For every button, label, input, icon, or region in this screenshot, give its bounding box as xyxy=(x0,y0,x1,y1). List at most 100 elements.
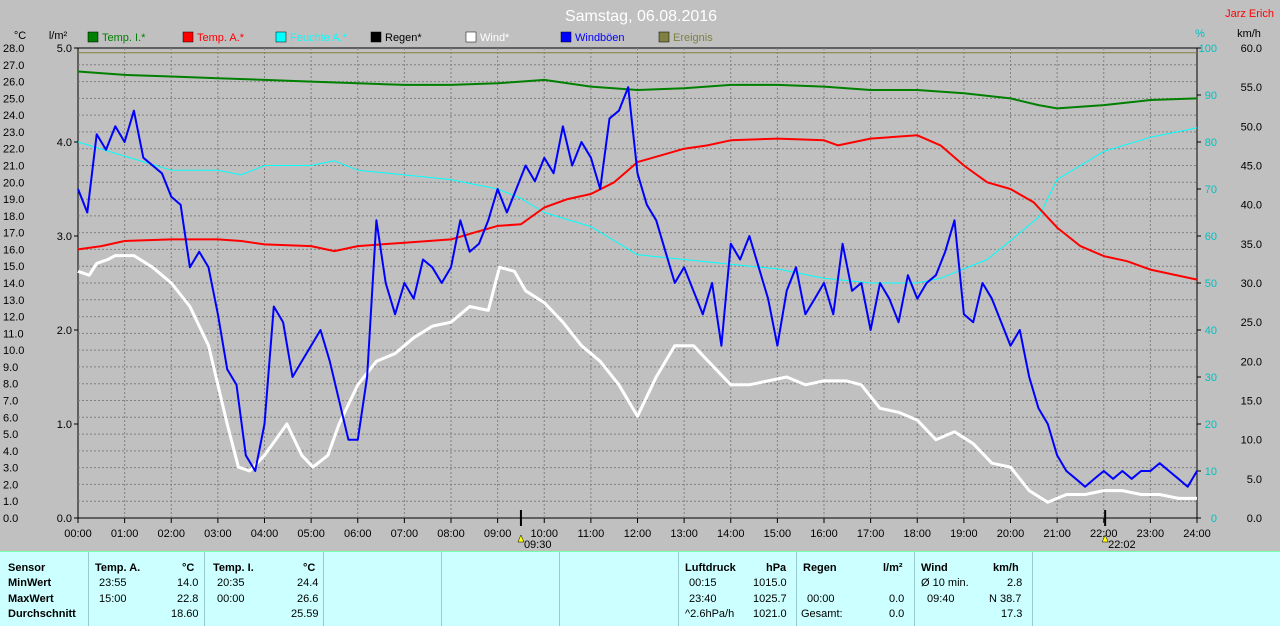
humidity-tick-label: 80 xyxy=(1205,137,1217,149)
temp-a-min: 14.0 xyxy=(177,577,199,589)
humidity-tick-label: 20 xyxy=(1205,419,1217,431)
legend-swatch xyxy=(658,31,670,43)
chart-series xyxy=(77,52,1198,504)
temp-a-unit: °C xyxy=(182,562,195,574)
rain-tick-label: 1.0 xyxy=(57,419,72,431)
humidity-tick-label: 50 xyxy=(1205,278,1217,290)
legend-label: Regen* xyxy=(385,32,422,44)
series-line-windb-en xyxy=(77,86,1198,488)
temp-a-header: Temp. A. xyxy=(95,562,141,574)
humidity-tick-label: 60 xyxy=(1205,231,1217,243)
temp-tick-label: 24.0 xyxy=(3,110,24,122)
legend-swatch xyxy=(275,31,287,43)
legend-label: Ereignis xyxy=(673,32,713,44)
rain-tick-label: 3.0 xyxy=(57,231,72,243)
chart-grid xyxy=(77,47,1198,519)
wind-axis-unit: km/h xyxy=(1237,28,1261,40)
wind-avg: 2.8 xyxy=(1007,577,1023,589)
event-icon xyxy=(517,534,525,543)
x-tick-label: 12:00 xyxy=(624,528,652,540)
temp-i-header: Temp. I. xyxy=(213,562,254,574)
summary-panel: Sensor MinWert MaxWert Durchschnitt Temp… xyxy=(0,551,1280,626)
event-icon xyxy=(1101,534,1109,543)
temp-tick-label: 26.0 xyxy=(3,77,24,89)
x-tick-label: 19:00 xyxy=(950,528,978,540)
legend-label: Feuchte A.* xyxy=(290,32,348,44)
temp-tick-label: 22.0 xyxy=(3,144,24,156)
avg-row-label: Durchschnitt xyxy=(8,608,76,620)
temp-tick-label: 23.0 xyxy=(3,127,24,139)
series-line-wind- xyxy=(77,254,1197,504)
x-tick-label: 24:00 xyxy=(1183,528,1211,540)
rain-max-time: 00:00 xyxy=(807,593,835,605)
temp-tick-label: 18.0 xyxy=(3,211,24,223)
x-tick-label: 20:00 xyxy=(997,528,1025,540)
x-tick-label: 07:00 xyxy=(391,528,419,540)
rain-total-label: Gesamt: xyxy=(801,608,843,620)
rain-unit: l/m² xyxy=(883,562,903,574)
temp-i-avg: 25.59 xyxy=(291,608,319,620)
x-tick-label: 05:00 xyxy=(297,528,325,540)
chart-title: Samstag, 06.08.2016 xyxy=(565,8,717,25)
wind-tick-label: 60.0 xyxy=(1241,43,1262,55)
pressure-column: Luftdruck hPa 00:15 1015.0 23:40 1025.7 … xyxy=(679,552,797,626)
legend-swatch xyxy=(560,31,572,43)
empty-column-1 xyxy=(324,552,442,626)
pressure-unit: hPa xyxy=(766,562,787,574)
temp-a-avg: 18.60 xyxy=(171,608,199,620)
temp-i-column: Temp. I. °C 20:35 24.4 00:00 26.6 25.59 xyxy=(205,552,324,626)
wind-tick-label: 55.0 xyxy=(1241,82,1262,94)
event-time-label: 09:30 xyxy=(524,539,552,551)
rain-axis-unit: l/m² xyxy=(49,30,68,42)
wind-tick-label: 0.0 xyxy=(1247,513,1262,525)
temp-tick-label: 10.0 xyxy=(3,345,24,357)
x-tick-label: 09:00 xyxy=(484,528,512,540)
pressure-trend: ^2.6hPa/h xyxy=(685,608,735,620)
humidity-tick-label: 10 xyxy=(1205,466,1217,478)
wind-header: Wind xyxy=(921,562,948,574)
x-tick-label: 10:00 xyxy=(530,528,558,540)
temp-tick-label: 28.0 xyxy=(3,43,24,55)
wind-tick-label: 50.0 xyxy=(1241,121,1262,133)
empty-column-3 xyxy=(560,552,679,626)
x-tick-label: 14:00 xyxy=(717,528,745,540)
x-tick-label: 21:00 xyxy=(1043,528,1071,540)
pressure-max-time: 23:40 xyxy=(689,593,717,605)
temp-i-max: 26.6 xyxy=(297,593,319,605)
temp-a-column: Temp. A. °C 23:55 14.0 15:00 22.8 18.60 xyxy=(89,552,205,626)
wind-tick-label: 10.0 xyxy=(1241,435,1262,447)
temp-tick-label: 16.0 xyxy=(3,244,24,256)
temp-tick-label: 20.0 xyxy=(3,177,24,189)
temp-axis-unit: °C xyxy=(14,30,26,42)
temp-tick-label: 25.0 xyxy=(3,93,24,105)
legend-label: Wind* xyxy=(480,32,510,44)
x-tick-label: 00:00 xyxy=(64,528,92,540)
humidity-axis-unit: % xyxy=(1195,28,1205,40)
temp-tick-label: 27.0 xyxy=(3,60,24,72)
wind-tick-label: 20.0 xyxy=(1241,356,1262,368)
wind-tick-label: 15.0 xyxy=(1241,396,1262,408)
event-time-label: 22:02 xyxy=(1108,539,1136,551)
humidity-tick-label: 30 xyxy=(1205,372,1217,384)
x-tick-label: 17:00 xyxy=(857,528,885,540)
x-tick-label: 11:00 xyxy=(578,528,605,540)
x-tick-label: 18:00 xyxy=(903,528,931,540)
x-tick-label: 08:00 xyxy=(437,528,465,540)
sensor-header: Sensor xyxy=(8,562,46,574)
legend-swatch xyxy=(182,31,194,43)
wind-max: N 38.7 xyxy=(989,593,1022,605)
legend-swatch xyxy=(370,31,382,43)
temp-i-unit: °C xyxy=(303,562,316,574)
legend-label: Temp. A.* xyxy=(197,32,245,44)
x-tick-label: 03:00 xyxy=(204,528,232,540)
temp-tick-label: 9.0 xyxy=(3,362,18,374)
x-tick-label: 23:00 xyxy=(1137,528,1165,540)
wind-tick-label: 35.0 xyxy=(1241,239,1262,251)
legend-swatch xyxy=(465,31,477,43)
sensor-column: Sensor MinWert MaxWert Durchschnitt xyxy=(0,552,89,626)
series-line-temp-i- xyxy=(77,70,1198,110)
x-tick-label: 16:00 xyxy=(810,528,838,540)
max-row-label: MaxWert xyxy=(8,593,54,605)
temp-a-min-time: 23:55 xyxy=(99,577,127,589)
wind-unit: km/h xyxy=(993,562,1019,574)
